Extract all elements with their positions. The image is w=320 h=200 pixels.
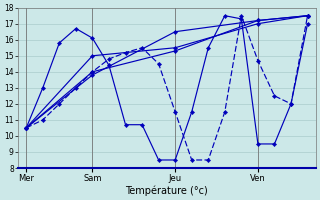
X-axis label: Température (°c): Température (°c) [125,185,208,196]
